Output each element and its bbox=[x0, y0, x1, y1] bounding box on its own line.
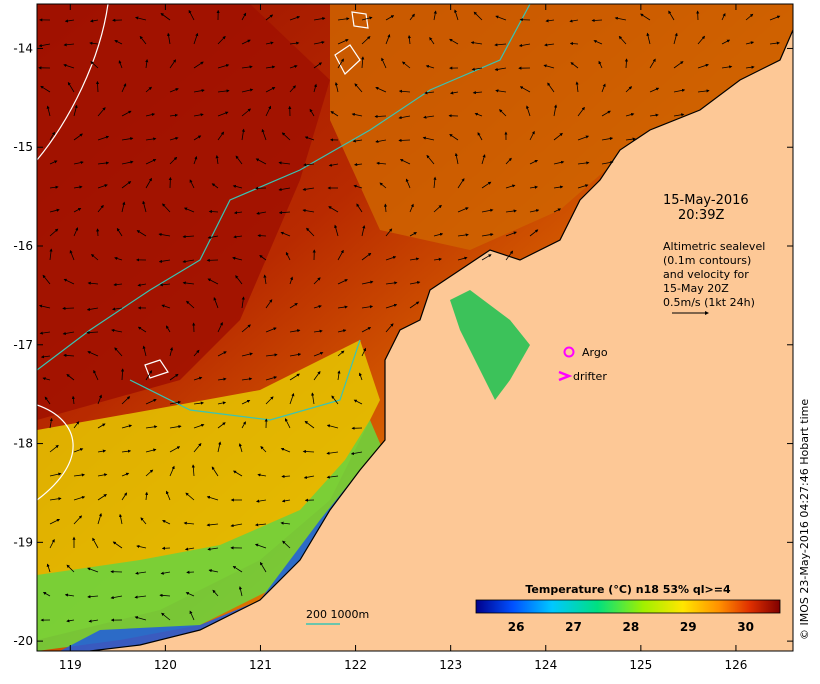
colorbar-label: 26 bbox=[508, 620, 525, 634]
date-label: 15-May-2016 bbox=[663, 193, 749, 208]
lat-tick-label: -19 bbox=[13, 535, 33, 549]
lon-tick-label: 123 bbox=[439, 658, 462, 672]
sealevel-note-line: and velocity for bbox=[663, 268, 749, 281]
drifter-label: drifter bbox=[573, 370, 607, 383]
colorbar-label: 29 bbox=[680, 620, 697, 634]
velocity-arrow bbox=[399, 140, 410, 141]
depth-legend-label: 200 1000m bbox=[306, 608, 369, 621]
time-label: 20:39Z bbox=[678, 208, 724, 223]
colorbar-label: 28 bbox=[623, 620, 640, 634]
lat-tick-label: -16 bbox=[13, 239, 33, 253]
sst-field bbox=[37, 4, 793, 651]
lon-tick-label: 121 bbox=[249, 658, 272, 672]
velocity-arrow bbox=[258, 236, 266, 237]
argo-label: Argo bbox=[582, 346, 608, 359]
lon-tick-label: 122 bbox=[344, 658, 367, 672]
lat-tick-label: -17 bbox=[13, 338, 33, 352]
sealevel-note-line: (0.1m contours) bbox=[663, 254, 751, 267]
velocity-arrow bbox=[98, 229, 99, 236]
sealevel-note-line: 15-May 20Z bbox=[663, 282, 729, 295]
colorbar-title: Temperature (°C) n18 53% ql>=4 bbox=[525, 583, 731, 596]
sealevel-note-line: 0.5m/s (1kt 24h) bbox=[663, 296, 755, 309]
colorbar-label: 30 bbox=[737, 620, 754, 634]
credit-label: © IMOS 23-May-2016 04:27:46 Hobart time bbox=[798, 399, 811, 640]
lon-tick-label: 125 bbox=[629, 658, 652, 672]
sealevel-note-line: Altimetric sealevel bbox=[663, 240, 765, 253]
lon-tick-label: 120 bbox=[154, 658, 177, 672]
lat-tick-label: -18 bbox=[13, 437, 33, 451]
colorbar bbox=[476, 600, 780, 613]
colorbar-label: 27 bbox=[565, 620, 582, 634]
lon-tick-label: 119 bbox=[59, 658, 82, 672]
lon-tick-label: 124 bbox=[534, 658, 557, 672]
lat-tick-label: -20 bbox=[13, 634, 33, 648]
lon-tick-label: 126 bbox=[724, 658, 747, 672]
lat-tick-label: -14 bbox=[13, 41, 33, 55]
velocity-arrow bbox=[63, 308, 74, 309]
lat-tick-label: -15 bbox=[13, 140, 33, 154]
